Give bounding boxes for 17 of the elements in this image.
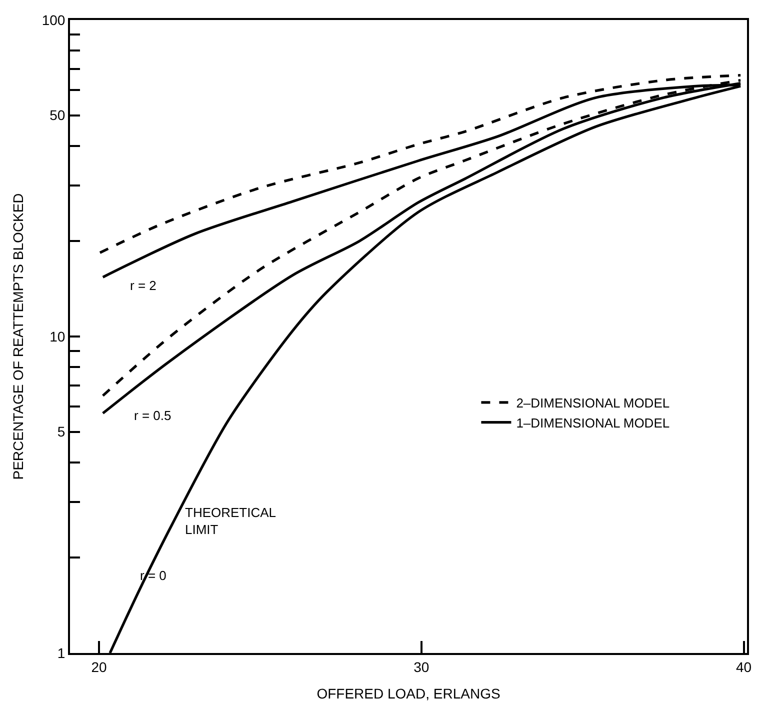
- annotation: THEORETICAL LIMIT: [185, 505, 276, 537]
- x-tick-label: 20: [91, 658, 108, 675]
- y-tick-label: 1: [57, 644, 66, 661]
- y-tick-label: 5: [57, 424, 66, 440]
- y-tick-label: 10: [50, 328, 66, 344]
- x-tick-label: 40: [736, 658, 752, 675]
- annotation: r = 2: [130, 278, 156, 293]
- y-axis-title: PERCENTAGE OF REATTEMPTS BLOCKED: [10, 193, 26, 480]
- y-tick-label: 50: [50, 107, 66, 124]
- legend-label: 1–DIMENSIONAL MODEL: [516, 415, 670, 430]
- x-axis-title: OFFERED LOAD, ERLANGS: [316, 686, 500, 702]
- legend-label: 2–DIMENSIONAL MODEL: [516, 395, 670, 410]
- annotation: r = 0.5: [134, 408, 172, 423]
- annotation: r = 0: [140, 568, 166, 583]
- y-tick-label: 100: [42, 12, 66, 28]
- x-tick-label: 30: [414, 658, 430, 675]
- line-series: [98, 74, 742, 254]
